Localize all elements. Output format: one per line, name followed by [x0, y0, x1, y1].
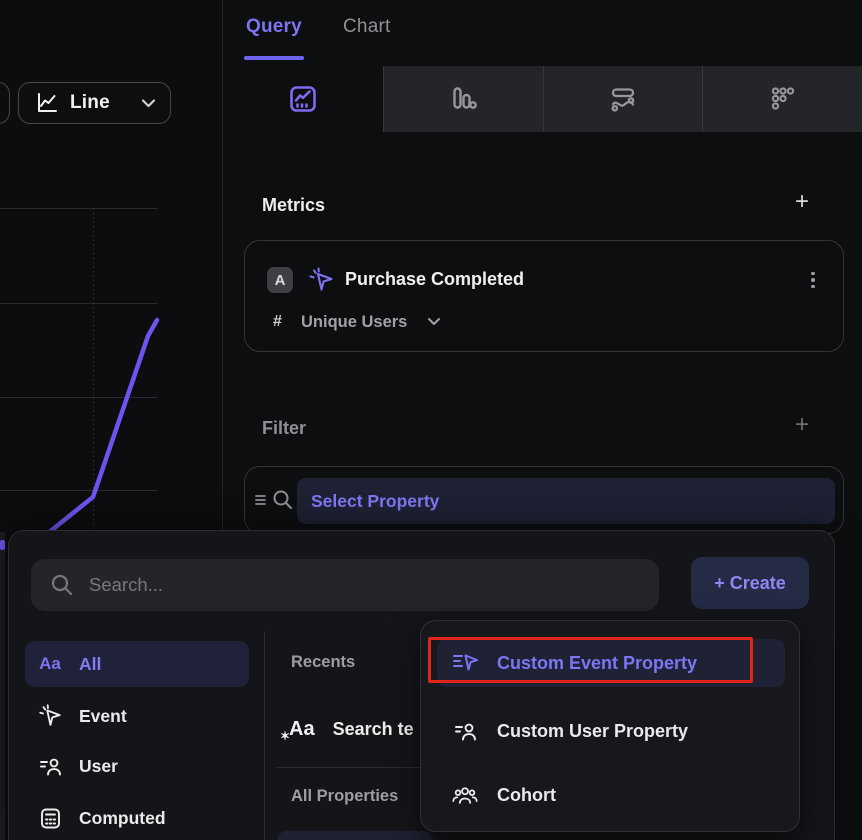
text-type-icon: Aa	[39, 654, 61, 673]
create-button-label: + Create	[714, 572, 786, 593]
tab-funnels[interactable]	[382, 66, 543, 132]
category-label: All	[79, 653, 102, 674]
cohort-icon	[451, 783, 479, 807]
text-property-icon: Aa ✶	[280, 718, 315, 743]
user-icon	[37, 754, 63, 779]
tab-flows[interactable]	[542, 66, 703, 132]
line-chart-icon	[33, 90, 59, 116]
computed-icon	[37, 806, 63, 831]
chart-line-sliver	[0, 540, 5, 550]
category-computed[interactable]: Computed	[25, 795, 249, 840]
tab-query[interactable]: Query	[246, 16, 302, 37]
category-label: User	[79, 755, 118, 776]
select-property-input[interactable]: Select Property	[297, 478, 835, 524]
property-row-partial[interactable]	[277, 831, 433, 840]
line-chart-preview	[0, 208, 160, 557]
modal-search-bar[interactable]	[31, 559, 659, 611]
category-event[interactable]: Event	[25, 693, 249, 739]
event-icon	[37, 703, 63, 729]
menu-item-cohort[interactable]: Cohort	[437, 771, 785, 819]
active-tab-underline	[244, 56, 304, 60]
custom-user-property-icon	[451, 719, 479, 744]
partial-toolbar-button[interactable]	[0, 82, 10, 124]
chart-type-label: Line	[70, 92, 110, 113]
add-filter-button[interactable]: +	[795, 411, 810, 438]
recent-item-label: Search te	[332, 718, 414, 739]
create-menu-popup: Custom Event Property Custom User Proper…	[420, 620, 800, 832]
chevron-down-icon	[427, 317, 441, 326]
category-user[interactable]: User	[25, 743, 249, 789]
background-sliver	[0, 532, 5, 840]
category-label: Event	[79, 705, 127, 726]
tab-retention[interactable]	[702, 66, 862, 132]
metric-event-name[interactable]: Purchase Completed	[345, 269, 525, 289]
category-label: Computed	[79, 807, 166, 828]
flows-icon	[605, 81, 641, 117]
funnels-icon	[445, 81, 481, 117]
series-letter-badge: A	[267, 267, 293, 293]
add-metric-button[interactable]: +	[795, 188, 810, 215]
chevron-down-icon	[141, 98, 156, 108]
event-icon	[307, 266, 335, 294]
metric-card[interactable]: A Purchase Completed # Unique Users	[244, 240, 844, 352]
column-divider	[264, 631, 265, 840]
category-all[interactable]: Aa All	[25, 641, 249, 687]
aggregation-symbol: #	[273, 313, 282, 330]
chart-type-button[interactable]: Line	[18, 82, 171, 124]
retention-icon	[765, 81, 801, 117]
search-icon	[271, 488, 295, 512]
menu-item-custom-user-property[interactable]: Custom User Property	[437, 707, 785, 755]
kebab-menu-icon[interactable]	[805, 267, 821, 293]
report-type-tabs	[223, 66, 862, 132]
panel-separator	[222, 0, 223, 840]
divider	[277, 767, 424, 768]
metrics-title: Metrics	[262, 195, 326, 215]
filter-row: Select Property	[244, 466, 844, 534]
all-properties-title: All Properties	[291, 787, 399, 805]
menu-item-label: Cohort	[497, 784, 556, 805]
menu-item-label: Custom Event Property	[497, 652, 698, 673]
drag-handle-icon[interactable]	[255, 493, 267, 507]
search-icon	[49, 572, 75, 598]
custom-event-property-icon	[451, 652, 479, 674]
tab-chart[interactable]: Chart	[343, 16, 391, 37]
recents-title: Recents	[291, 653, 356, 671]
filter-title: Filter	[262, 418, 307, 438]
insights-icon	[285, 81, 321, 117]
search-input[interactable]	[89, 574, 641, 596]
select-property-placeholder: Select Property	[311, 490, 440, 511]
menu-item-custom-event-property[interactable]: Custom Event Property	[437, 639, 785, 687]
aggregation-selector[interactable]: Unique Users	[301, 313, 408, 331]
menu-item-label: Custom User Property	[497, 720, 689, 741]
recent-item-search-term[interactable]: Aa ✶ Search te	[280, 707, 414, 751]
tab-insights[interactable]	[223, 66, 383, 132]
create-button[interactable]: + Create	[691, 557, 809, 609]
